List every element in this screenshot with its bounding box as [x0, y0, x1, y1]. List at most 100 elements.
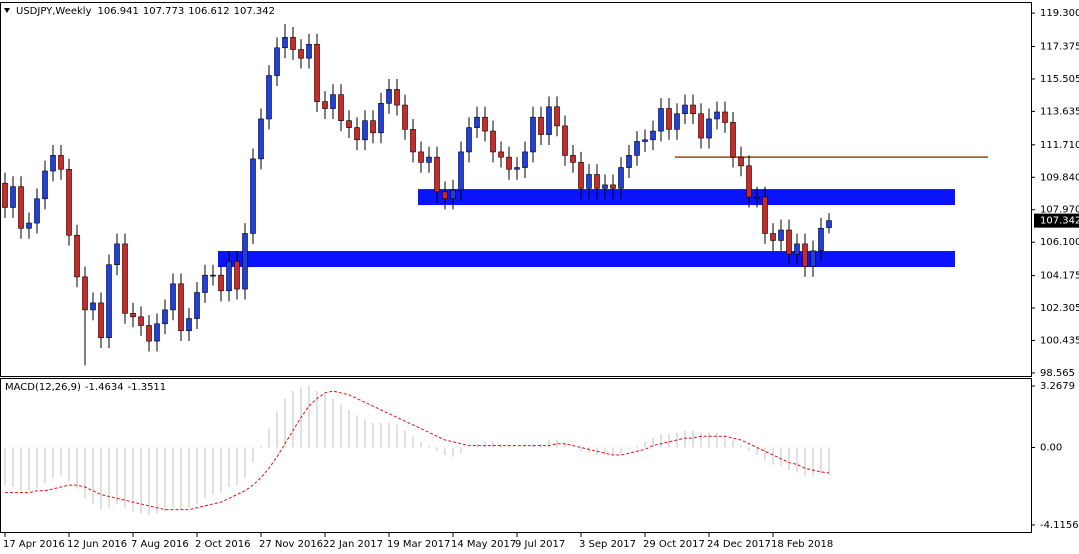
- y-tick-label: 113.635: [1040, 106, 1079, 117]
- y-tick-label: 98.565: [1040, 368, 1075, 379]
- x-tick-label: 9 Jul 2017: [515, 539, 565, 550]
- macd-title: MACD(12,26,9): [5, 382, 81, 393]
- x-tick-label: 14 May 2017: [451, 539, 516, 550]
- candle-body: [330, 94, 336, 109]
- candle-body: [130, 313, 136, 318]
- candle-body: [26, 222, 32, 229]
- candle-body: [618, 167, 624, 189]
- candle-body: [458, 151, 464, 191]
- candle-body: [322, 101, 328, 109]
- candle-body: [650, 130, 656, 141]
- candle-body: [210, 274, 216, 277]
- last-high: 107.773: [143, 6, 184, 17]
- candle-body: [234, 260, 240, 290]
- y-tick-label: 104.175: [1040, 271, 1079, 282]
- candle-body: [690, 104, 696, 115]
- candle-body: [634, 141, 640, 156]
- candle-body: [810, 250, 816, 267]
- candle-body: [82, 276, 88, 311]
- y-tick-label: 106.100: [1040, 237, 1079, 248]
- candle-body: [602, 184, 608, 189]
- candle-body: [482, 116, 488, 132]
- macd-panel: [0, 378, 1032, 533]
- candle-body: [570, 155, 576, 163]
- candle-body: [674, 113, 680, 130]
- candle-body: [658, 108, 664, 132]
- x-tick-label: 24 Dec 2017: [707, 539, 771, 550]
- candle-body: [202, 274, 208, 293]
- candle-body: [194, 292, 200, 319]
- candle-body: [50, 155, 56, 172]
- candle-body: [370, 120, 376, 134]
- y-tick-label: 111.710: [1040, 140, 1079, 151]
- candle-body: [586, 174, 592, 189]
- candle-body: [42, 170, 48, 200]
- candle-body: [410, 129, 416, 153]
- candle-body: [682, 104, 688, 115]
- candle-body: [762, 196, 768, 234]
- candle-body: [442, 191, 448, 200]
- candle-body: [10, 186, 16, 208]
- candle-body: [66, 168, 72, 236]
- x-tick-label: 22 Jan 2017: [323, 539, 383, 550]
- y-tick-label: 3.2679: [1040, 381, 1075, 392]
- x-tick-label: 2 Oct 2016: [195, 539, 250, 550]
- candle-body: [698, 113, 704, 139]
- candle-body: [402, 104, 408, 130]
- candle-body: [626, 155, 632, 168]
- x-tick-label: 29 Oct 2017: [643, 539, 705, 550]
- candle-body: [466, 127, 472, 153]
- candle-body: [306, 44, 312, 59]
- candle-body: [642, 139, 648, 142]
- candle-body: [266, 75, 272, 120]
- main-panel: [0, 2, 1032, 377]
- candle-body: [138, 316, 144, 326]
- candle-body: [242, 233, 248, 290]
- candle-body: [722, 111, 728, 123]
- candle-body: [794, 243, 800, 255]
- candle-body: [506, 156, 512, 170]
- last-close: 107.342: [234, 6, 275, 17]
- candle-body: [746, 165, 752, 198]
- y-tick-label: 119.300: [1040, 8, 1079, 19]
- candle-body: [514, 167, 520, 170]
- price-tag: [1034, 213, 1079, 228]
- candle-body: [378, 103, 384, 134]
- candle-body: [786, 229, 792, 255]
- candle-body: [18, 186, 24, 229]
- candle-body: [218, 274, 224, 292]
- candle-body: [346, 120, 352, 128]
- price-tag-label: 107.342: [1040, 216, 1079, 227]
- candle-body: [450, 189, 456, 200]
- candle-body: [386, 89, 392, 104]
- y-tick-label: 0.00: [1040, 443, 1062, 454]
- candle-body: [106, 264, 112, 338]
- price-zone: [418, 189, 955, 206]
- candle-body: [2, 182, 8, 208]
- candle-body: [490, 130, 496, 153]
- y-tick-label: -4.1156: [1040, 520, 1079, 531]
- macd-last: -1.4634: [85, 382, 124, 393]
- last-open: 106.941: [98, 6, 139, 17]
- candle-body: [250, 158, 256, 234]
- candle-body: [610, 184, 616, 189]
- candle-body: [530, 116, 536, 153]
- candle-body: [74, 234, 80, 278]
- candle-body: [226, 260, 232, 292]
- candle-body: [538, 116, 544, 135]
- candle-body: [498, 151, 504, 158]
- candle-body: [426, 156, 432, 163]
- x-tick-label: 17 Apr 2016: [3, 539, 65, 550]
- x-tick-label: 7 Aug 2016: [131, 539, 189, 550]
- candle-body: [338, 94, 344, 121]
- signal-last: -1.3511: [128, 382, 167, 393]
- candle-body: [290, 37, 296, 50]
- candle-body: [418, 151, 424, 163]
- y-tick-label: 115.505: [1040, 74, 1079, 85]
- menu-arrow: [4, 8, 10, 13]
- candle-body: [298, 49, 304, 59]
- candle-body: [146, 325, 152, 342]
- candle-body: [362, 120, 368, 141]
- candle-body: [314, 44, 320, 102]
- candle-body: [802, 243, 808, 267]
